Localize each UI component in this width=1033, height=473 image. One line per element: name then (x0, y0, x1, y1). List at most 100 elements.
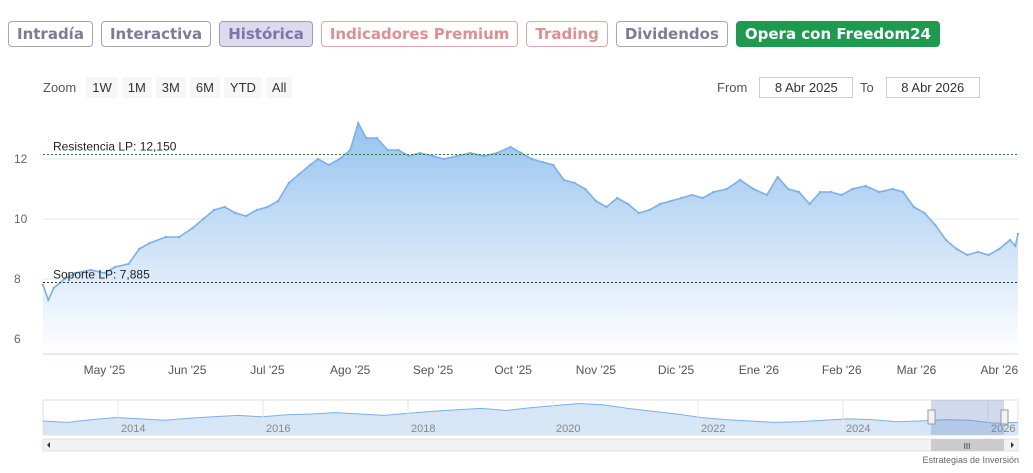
tab-interactiva[interactable]: Interactiva (100, 21, 212, 47)
price-point[interactable] (701, 196, 704, 200)
zoom-1w-button[interactable]: 1W (86, 77, 118, 98)
price-point[interactable] (648, 208, 651, 212)
price-point[interactable] (41, 283, 45, 287)
price-point[interactable] (530, 157, 533, 161)
price-point[interactable] (89, 268, 93, 272)
price-point[interactable] (520, 151, 523, 155)
price-point[interactable] (966, 253, 969, 257)
price-point[interactable] (584, 187, 587, 191)
navigator-left-handle[interactable] (927, 409, 936, 425)
price-point[interactable] (386, 148, 389, 152)
price-point[interactable] (851, 187, 854, 191)
price-point[interactable] (202, 217, 205, 221)
price-point[interactable] (63, 277, 66, 281)
price-point[interactable] (923, 211, 926, 215)
price-point[interactable] (482, 154, 485, 158)
price-point[interactable] (495, 151, 499, 155)
navigator[interactable]: 2014 2016 2018 2020 2022 2024 2026 III (0, 395, 1033, 455)
price-point[interactable] (234, 211, 237, 215)
price-series-line[interactable] (42, 120, 1019, 303)
price-point[interactable] (669, 199, 672, 203)
price-point[interactable] (127, 262, 130, 266)
price-point[interactable] (829, 190, 833, 194)
price-point[interactable] (418, 151, 421, 155)
price-point[interactable] (912, 205, 915, 209)
scrollbar-track[interactable] (42, 438, 1019, 452)
scroll-left-arrow-icon[interactable] (47, 442, 50, 448)
price-point[interactable] (138, 247, 141, 251)
tab-dividendos[interactable]: Dividendos (615, 21, 728, 47)
scrollbar-grip[interactable]: III (964, 442, 971, 451)
price-point[interactable] (316, 157, 320, 161)
price-point[interactable] (725, 187, 728, 191)
price-point[interactable] (47, 298, 50, 302)
price-point[interactable] (287, 181, 290, 185)
price-point[interactable] (864, 184, 867, 188)
zoom-1m-button[interactable]: 1M (121, 77, 152, 98)
price-point[interactable] (658, 202, 662, 206)
price-point[interactable] (357, 121, 360, 125)
price-point[interactable] (1008, 238, 1012, 242)
tab-trading[interactable]: Trading (526, 21, 608, 47)
zoom-6m-button[interactable]: 6M (189, 77, 220, 98)
price-point[interactable] (509, 145, 512, 149)
price-point[interactable] (690, 193, 694, 197)
price-point[interactable] (178, 235, 181, 239)
price-point[interactable] (113, 265, 117, 269)
price-point[interactable] (955, 247, 958, 251)
price-point[interactable] (616, 196, 619, 200)
price-point[interactable] (327, 163, 330, 167)
price-point[interactable] (298, 172, 301, 176)
navigator-right-handle[interactable] (1000, 409, 1009, 425)
price-point[interactable] (431, 154, 435, 158)
price-point[interactable] (891, 187, 894, 191)
price-point[interactable] (338, 157, 341, 161)
price-point[interactable] (244, 214, 248, 218)
scroll-right-arrow-icon[interactable] (1011, 442, 1014, 448)
price-point[interactable] (442, 157, 445, 161)
to-date-input[interactable]: 8 Abr 2026 (885, 77, 980, 98)
price-point[interactable] (1016, 232, 1020, 236)
price-point[interactable] (397, 148, 400, 152)
scrollbar-thumb[interactable] (931, 439, 1004, 451)
price-point[interactable] (52, 286, 55, 290)
price-point[interactable] (819, 190, 822, 194)
price-point[interactable] (877, 190, 881, 194)
zoom-ytd-button[interactable]: YTD (223, 77, 262, 98)
price-point[interactable] (605, 205, 608, 209)
price-point[interactable] (712, 190, 715, 194)
price-point[interactable] (308, 163, 312, 167)
price-point[interactable] (976, 250, 980, 254)
price-point[interactable] (594, 199, 598, 203)
price-point[interactable] (164, 235, 168, 239)
tab-intradía[interactable]: Intradía (8, 21, 93, 47)
price-point[interactable] (901, 190, 905, 194)
price-point[interactable] (637, 211, 640, 215)
zoom-3m-button[interactable]: 3M (155, 77, 186, 98)
price-point[interactable] (73, 271, 77, 275)
price-point[interactable] (765, 193, 769, 197)
price-point[interactable] (752, 187, 755, 191)
tab-opera-con-freedom24[interactable]: Opera con Freedom24 (735, 21, 940, 47)
price-point[interactable] (375, 136, 379, 140)
price-point[interactable] (998, 247, 1001, 251)
price-point[interactable] (626, 202, 630, 206)
price-point[interactable] (776, 175, 779, 179)
price-point[interactable] (191, 226, 194, 230)
price-point[interactable] (840, 193, 843, 197)
price-point[interactable] (103, 271, 106, 275)
price-point[interactable] (934, 223, 937, 227)
price-point[interactable] (276, 199, 280, 203)
price-point[interactable] (223, 205, 226, 209)
price-point[interactable] (739, 178, 742, 182)
price-point[interactable] (148, 241, 151, 245)
price-point[interactable] (944, 238, 948, 242)
price-point[interactable] (455, 154, 459, 158)
price-point[interactable] (365, 136, 368, 140)
price-point[interactable] (212, 208, 216, 212)
price-point[interactable] (469, 151, 472, 155)
price-point[interactable] (1014, 244, 1017, 248)
price-point[interactable] (808, 202, 811, 206)
price-point[interactable] (541, 160, 544, 164)
zoom-all-button[interactable]: All (265, 77, 293, 98)
